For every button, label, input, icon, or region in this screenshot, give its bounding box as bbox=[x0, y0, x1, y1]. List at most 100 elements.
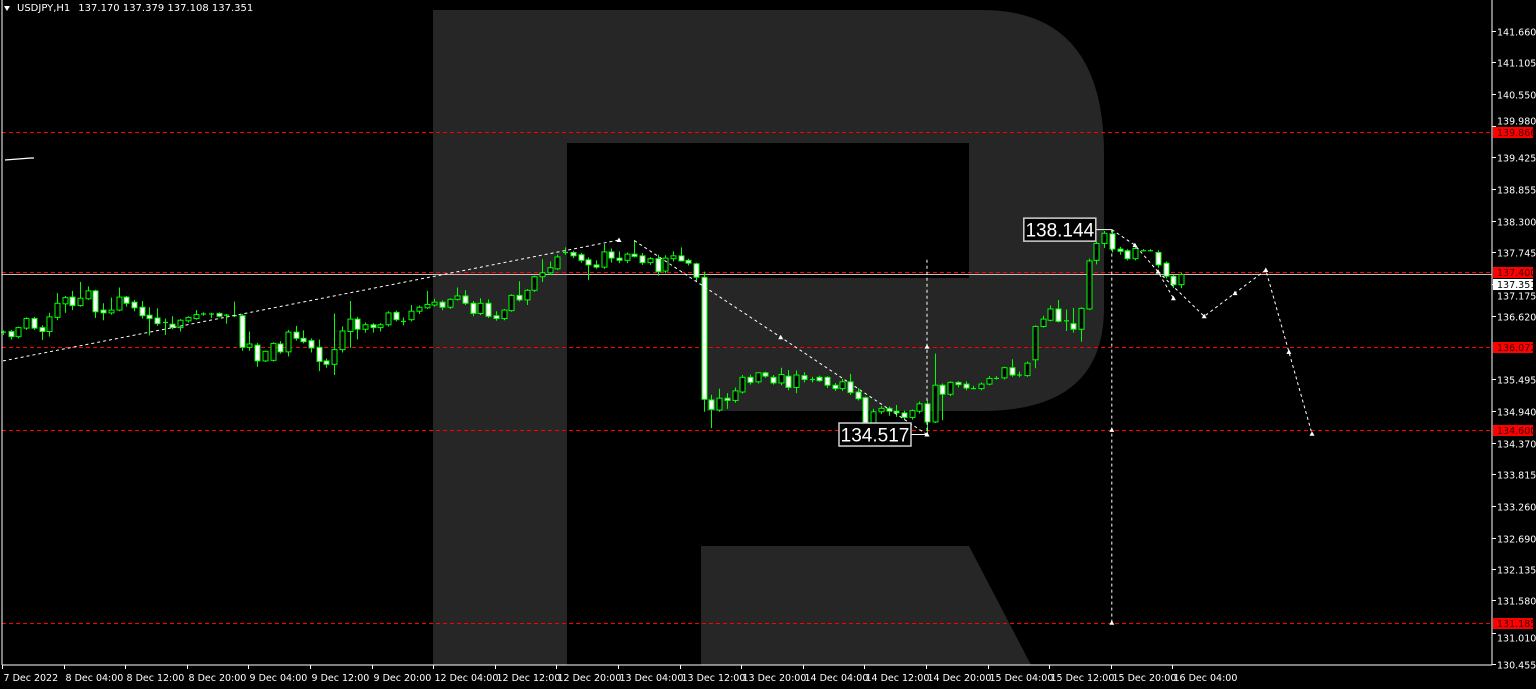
candle-body bbox=[601, 251, 608, 268]
candle-body bbox=[531, 276, 538, 291]
candle bbox=[862, 396, 869, 427]
level-label: 131.185 bbox=[1497, 619, 1536, 630]
candle-body bbox=[300, 337, 307, 343]
candle-body bbox=[708, 399, 715, 410]
level-label: 136.072 bbox=[1497, 343, 1536, 354]
candle bbox=[963, 381, 970, 391]
candle-body bbox=[678, 255, 685, 262]
candle-body bbox=[77, 297, 84, 307]
candle-body bbox=[585, 259, 592, 266]
x-tick-label: 9 Dec 20:00 bbox=[374, 673, 432, 684]
candle-body bbox=[454, 295, 461, 300]
candle-body bbox=[608, 251, 615, 259]
candle-body bbox=[354, 318, 361, 330]
candle bbox=[1086, 258, 1093, 311]
candle bbox=[209, 312, 214, 318]
candle bbox=[1155, 250, 1162, 268]
candle-body bbox=[1117, 248, 1124, 252]
candle bbox=[246, 331, 253, 351]
candle-body bbox=[747, 376, 754, 383]
candle bbox=[116, 287, 123, 312]
candle bbox=[893, 404, 900, 417]
candle-body bbox=[939, 384, 946, 395]
candle bbox=[370, 323, 377, 333]
candle-body bbox=[277, 343, 284, 353]
chart-header: USDJPY,H1 137.170 137.379 137.108 137.35… bbox=[4, 3, 253, 14]
candle-body bbox=[724, 397, 731, 401]
y-tick-label: 139.425 bbox=[1497, 154, 1536, 165]
candle bbox=[385, 311, 392, 327]
candle bbox=[662, 255, 669, 274]
candle bbox=[216, 312, 223, 318]
candle bbox=[547, 261, 554, 276]
candle bbox=[508, 294, 515, 312]
candle-body bbox=[385, 312, 392, 326]
candle-body bbox=[1009, 367, 1016, 376]
annotation-price: 138.144 bbox=[1025, 221, 1094, 242]
candle-body bbox=[793, 374, 800, 388]
candle bbox=[770, 375, 777, 385]
candle bbox=[439, 300, 446, 311]
candle bbox=[624, 252, 631, 264]
candle bbox=[878, 406, 885, 415]
candle bbox=[262, 350, 269, 363]
candle bbox=[416, 305, 423, 315]
candle-body bbox=[1086, 260, 1093, 310]
candle-body bbox=[762, 372, 769, 377]
candle bbox=[285, 329, 292, 357]
candle bbox=[1009, 359, 1016, 377]
x-tick-label: 8 Dec 20:00 bbox=[189, 673, 247, 684]
level-label-bg bbox=[1493, 425, 1533, 436]
dropdown-triangle-icon[interactable] bbox=[4, 6, 10, 11]
candle bbox=[239, 314, 246, 351]
forecast-arrow-icon bbox=[1109, 427, 1115, 432]
candle bbox=[1170, 274, 1177, 289]
candle bbox=[824, 376, 831, 389]
candle-body bbox=[701, 276, 708, 400]
candle-body bbox=[1040, 318, 1047, 327]
forecast-arrow-icon bbox=[1286, 349, 1292, 354]
candle-body bbox=[1178, 273, 1185, 286]
x-tick-label: 16 Dec 04:00 bbox=[1174, 673, 1238, 684]
candle bbox=[408, 304, 415, 322]
candle-body bbox=[447, 298, 454, 308]
candle bbox=[377, 323, 384, 332]
candle-body bbox=[662, 257, 669, 272]
candle bbox=[277, 341, 284, 354]
candle bbox=[316, 339, 323, 372]
candle bbox=[462, 290, 469, 305]
candle bbox=[939, 383, 946, 421]
candle-body bbox=[878, 407, 885, 413]
level-labels: 139.866 137.400 136.072 134.600 131.185 137.3… bbox=[1487, 127, 1536, 630]
candle-body bbox=[92, 290, 99, 313]
candle bbox=[570, 250, 577, 259]
candle-body bbox=[631, 253, 638, 257]
candle bbox=[308, 338, 315, 353]
candle bbox=[146, 307, 153, 336]
candle-body bbox=[816, 376, 823, 382]
ohlc-readout: 137.170 137.379 137.108 137.351 bbox=[78, 3, 254, 14]
candle-body bbox=[1155, 251, 1162, 266]
candle-body bbox=[108, 309, 115, 314]
candle bbox=[810, 376, 815, 383]
candle bbox=[185, 316, 192, 323]
candle-body bbox=[316, 346, 323, 362]
candle bbox=[1070, 307, 1077, 333]
candle bbox=[501, 308, 508, 321]
candle bbox=[678, 247, 685, 262]
candle-body bbox=[862, 397, 869, 425]
candle-body bbox=[347, 318, 354, 333]
candle bbox=[986, 376, 993, 386]
watermark-logo bbox=[433, 10, 1104, 665]
candle bbox=[563, 247, 568, 255]
candle-body bbox=[116, 296, 123, 311]
candle bbox=[631, 240, 638, 258]
candle bbox=[732, 387, 739, 403]
candle-body bbox=[1001, 367, 1008, 379]
candle bbox=[516, 281, 523, 302]
x-tick-label: 8 Dec 04:00 bbox=[66, 673, 124, 684]
candle-body bbox=[624, 253, 631, 261]
y-tick-label: 134.370 bbox=[1497, 440, 1536, 451]
bid-label-bg bbox=[1493, 279, 1533, 290]
